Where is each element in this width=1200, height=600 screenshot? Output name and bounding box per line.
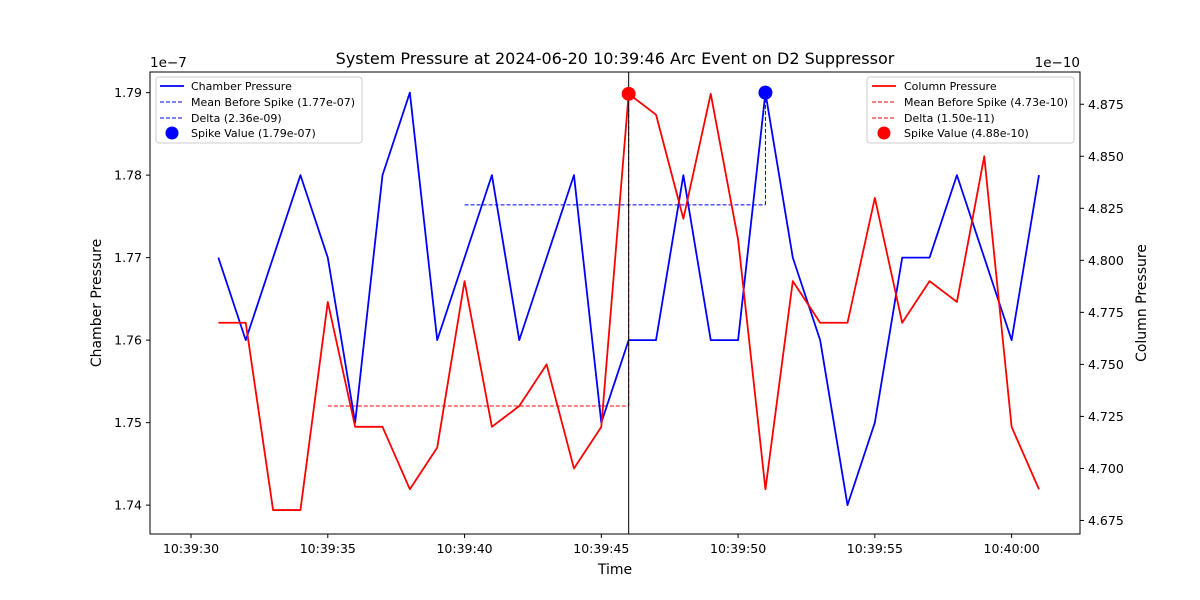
x-tick-label: 10:39:40 <box>436 541 492 556</box>
right-tick-label: 4.850 <box>1088 149 1124 164</box>
right-legend-box <box>866 76 1075 144</box>
right-legend: Column Pressure Mean Before Spike (4.73e… <box>866 76 1075 144</box>
right-tick-label: 4.725 <box>1088 409 1124 424</box>
right-tick-label: 4.875 <box>1088 97 1124 112</box>
left-legend-spike-label: Spike Value (1.79e-07) <box>191 127 316 140</box>
left-legend-line-label: Chamber Pressure <box>191 80 292 93</box>
left-tick-label: 1.77 <box>114 250 142 265</box>
left-legend-spike-swatch <box>165 126 179 140</box>
right-tick-label: 4.825 <box>1088 201 1124 216</box>
plot-frame <box>149 71 1081 535</box>
x-tick-label: 10:40:00 <box>984 541 1040 556</box>
right-legend-spike-label: Spike Value (4.88e-10) <box>904 127 1029 140</box>
chamber-spike-marker <box>758 85 773 100</box>
right-tick-label: 4.750 <box>1088 357 1124 372</box>
column-spike-marker <box>621 86 636 101</box>
left-legend-mean-label: Mean Before Spike (1.77e-07) <box>191 96 355 109</box>
x-axis-label: Time <box>597 562 632 578</box>
left-legend-box <box>155 76 363 144</box>
right-tick-label: 4.700 <box>1088 461 1124 476</box>
chart-title: System Pressure at 2024-06-20 10:39:46 A… <box>336 49 895 68</box>
right-tick-label: 4.675 <box>1088 513 1124 528</box>
right-legend-delta-label: Delta (1.50e-11) <box>904 112 995 125</box>
right-legend-spike-swatch <box>877 126 891 140</box>
left-tick-label: 1.76 <box>114 333 142 348</box>
left-legend: Chamber Pressure Mean Before Spike (1.77… <box>155 76 363 144</box>
right-tick-label: 4.775 <box>1088 305 1124 320</box>
left-tick-label: 1.75 <box>114 415 142 430</box>
plot-area <box>217 72 1040 534</box>
left-tick-label: 1.74 <box>114 498 142 513</box>
right-axis-ticks: 4.675 4.700 4.725 4.750 4.775 4.800 4.825 4.850… <box>1080 97 1124 528</box>
right-tick-label: 4.800 <box>1088 253 1124 268</box>
x-tick-label: 10:39:50 <box>710 541 766 556</box>
x-tick-label: 10:39:55 <box>847 541 903 556</box>
right-axis-label: Column Pressure <box>1134 244 1150 362</box>
x-tick-label: 10:39:35 <box>300 541 356 556</box>
left-tick-label: 1.78 <box>114 168 142 183</box>
x-tick-label: 10:39:30 <box>163 541 219 556</box>
left-axis-exponent: 1e−7 <box>150 55 187 71</box>
left-legend-delta-label: Delta (2.36e-09) <box>191 112 282 125</box>
left-axis-ticks: 1.74 1.75 1.76 1.77 1.78 1.79 <box>114 85 150 513</box>
right-legend-mean-label: Mean Before Spike (4.73e-10) <box>904 96 1068 109</box>
right-legend-line-label: Column Pressure <box>904 80 997 93</box>
right-axis-exponent: 1e−10 <box>1035 55 1080 71</box>
left-tick-label: 1.79 <box>114 85 142 100</box>
x-axis-ticks: 10:39:30 10:39:35 10:39:40 10:39:45 10:39:50… <box>163 534 1040 556</box>
left-axis-label: Chamber Pressure <box>89 239 105 367</box>
x-tick-label: 10:39:45 <box>573 541 629 556</box>
